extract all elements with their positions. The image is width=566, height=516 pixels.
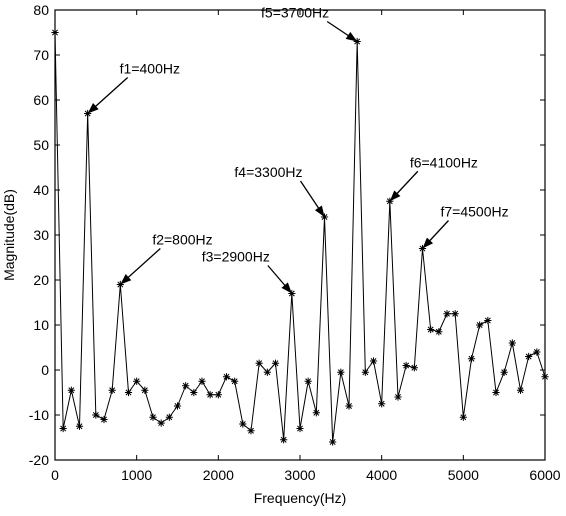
y-tick-label: 60	[33, 92, 49, 108]
data-point	[402, 361, 410, 370]
data-point	[427, 325, 435, 334]
data-point	[271, 359, 280, 367]
y-tick-label: 20	[33, 272, 49, 288]
data-point	[533, 348, 541, 356]
data-point	[516, 386, 525, 394]
peak-annotation-label: f3=2900Hz	[202, 249, 270, 265]
data-point	[173, 402, 182, 410]
tick-labels: 0 1000 2000 3000 4000 5000 6000 -20 -10 0 10 20 30 40…	[29, 2, 561, 483]
annotation-arrow-head	[314, 205, 325, 217]
data-point	[443, 310, 451, 318]
data-point	[386, 197, 394, 205]
data-point	[214, 391, 222, 399]
data-point	[541, 373, 549, 381]
y-tick-label: 10	[33, 317, 49, 333]
data-point	[222, 373, 231, 381]
y-tick-label: -20	[29, 452, 49, 468]
data-point	[190, 388, 198, 397]
data-point	[525, 352, 533, 361]
data-point	[231, 377, 239, 385]
data-point	[435, 328, 443, 336]
data-point	[247, 427, 255, 435]
data-point	[75, 422, 84, 430]
data-point	[378, 400, 386, 408]
data-point	[337, 368, 345, 376]
peak-annotation-label: f2=800Hz	[152, 232, 212, 248]
data-point	[59, 424, 67, 433]
x-tick-label: 4000	[366, 467, 397, 483]
data-point	[100, 415, 108, 424]
data-point	[157, 419, 165, 427]
data-point	[92, 411, 100, 419]
data-point	[410, 364, 418, 372]
data-point	[459, 413, 467, 421]
data-point	[67, 386, 75, 394]
data-point	[255, 359, 263, 367]
data-point	[353, 37, 361, 46]
data-point	[451, 310, 459, 318]
data-point	[296, 424, 304, 433]
data-point	[141, 386, 149, 394]
y-tick-label: -10	[29, 407, 49, 423]
peak-annotation-label: f4=3300Hz	[234, 164, 302, 180]
data-point	[508, 339, 516, 347]
data-point	[182, 382, 190, 390]
data-point	[394, 393, 402, 401]
data-point	[312, 409, 320, 417]
data-point	[239, 420, 247, 428]
annotation-arrow-head	[422, 237, 434, 249]
data-point	[206, 391, 214, 399]
data-point	[116, 280, 124, 289]
plot-area	[54, 9, 546, 461]
y-tick-label: 50	[33, 137, 49, 153]
x-tick-label: 2000	[203, 467, 234, 483]
peak-annotation-label: f1=400Hz	[120, 61, 180, 77]
x-tick-label: 3000	[284, 467, 315, 483]
y-tick-label: 30	[33, 227, 49, 243]
annotation-arrow-head	[281, 282, 292, 294]
annotation-arrow-head	[87, 103, 99, 114]
data-point	[467, 355, 476, 363]
data-point	[369, 357, 378, 365]
data-point	[108, 386, 116, 394]
y-axis-title: Magnitude(dB)	[1, 189, 17, 281]
y-tick-label: 70	[33, 47, 49, 63]
annotation-arrow-head	[345, 31, 358, 42]
x-axis-title: Frequency(Hz)	[254, 490, 347, 506]
annotation-arrow-head	[120, 274, 132, 285]
axis-ticks	[54, 9, 546, 461]
data-point	[492, 388, 500, 397]
data-point	[51, 28, 59, 37]
data-point	[304, 377, 312, 385]
y-tick-label: 40	[33, 182, 49, 198]
data-point	[345, 402, 353, 410]
y-tick-label: 0	[41, 362, 49, 378]
data-point	[329, 438, 337, 446]
data-point	[165, 413, 173, 421]
data-point	[484, 316, 492, 325]
annotation-arrow-head	[389, 190, 401, 202]
x-tick-label: 5000	[448, 467, 479, 483]
peak-annotation-label: f5=3700Hz	[261, 5, 329, 21]
data-point	[500, 368, 508, 376]
x-tick-label: 0	[51, 467, 59, 483]
peak-annotation-label: f7=4500Hz	[441, 204, 509, 220]
data-point	[280, 436, 288, 444]
data-point	[263, 368, 271, 376]
y-tick-label: 80	[33, 2, 49, 18]
data-point	[133, 377, 141, 385]
data-point	[149, 413, 157, 421]
data-point	[476, 321, 484, 329]
data-point	[361, 368, 369, 376]
x-tick-label: 6000	[529, 467, 560, 483]
data-point	[124, 388, 133, 397]
peak-annotation-label: f6=4100Hz	[410, 154, 478, 170]
data-point	[198, 377, 206, 385]
x-tick-label: 1000	[121, 467, 152, 483]
